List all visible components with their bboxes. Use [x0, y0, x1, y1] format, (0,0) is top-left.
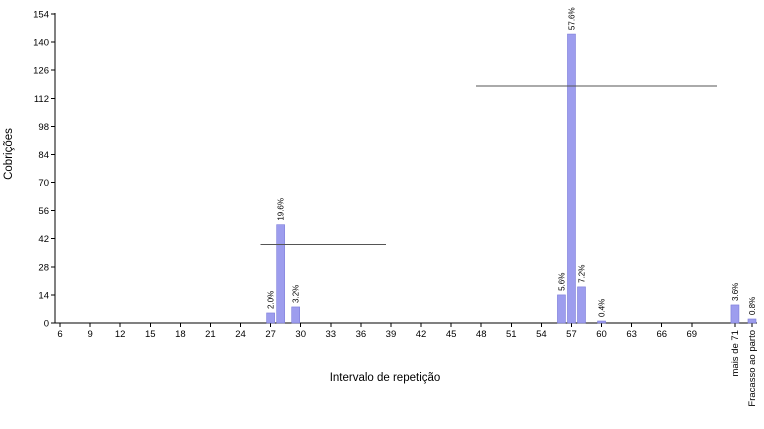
y-tick-label: 14 [38, 290, 49, 301]
x-tick-label: 45 [446, 329, 457, 340]
y-tick-label: 42 [38, 234, 49, 245]
bar [291, 306, 300, 324]
x-tick-label: 18 [175, 329, 186, 340]
x-tick-label: 33 [325, 329, 336, 340]
x-tick-label: 27 [265, 329, 276, 340]
bar-percentage-label: 0.8% [748, 297, 757, 315]
y-tick-label: 0 [44, 319, 49, 330]
y-tick-label: 140 [33, 38, 49, 49]
x-tick-label: 57 [566, 329, 577, 340]
x-tick-label: 12 [115, 329, 126, 340]
x-tick-label: 30 [295, 329, 306, 340]
y-axis-title: Cobrições [3, 128, 15, 180]
bar [266, 312, 275, 324]
x-tick-label: 48 [476, 329, 487, 340]
bar [276, 224, 285, 324]
y-tick-label: 112 [34, 94, 49, 105]
x-tick-label-rotated: mais de 71 [730, 330, 741, 376]
x-tick-label: 39 [386, 329, 397, 340]
x-tick-label: 66 [656, 329, 667, 340]
bars [266, 33, 757, 324]
reference-lines [260, 85, 717, 246]
x-tick-label: 6 [57, 329, 62, 340]
bar-percentage-label: 0.4% [598, 299, 607, 317]
bar [567, 33, 576, 324]
x-tick-label: 51 [506, 329, 517, 340]
bar-percentage-label: 19.6% [277, 198, 286, 221]
bar-percentage-label: 57.6% [567, 7, 576, 30]
x-tick-label: 63 [626, 329, 637, 340]
bar-percentage-label: 5.6% [557, 273, 566, 291]
bar [577, 286, 586, 324]
x-tick-label: 54 [536, 329, 547, 340]
bar [730, 304, 740, 324]
bar [597, 320, 606, 324]
y-tick-label: 126 [33, 66, 49, 77]
bar-percentage-label: 2.0% [267, 291, 276, 309]
x-tick-label: 9 [87, 329, 92, 340]
x-tick-label: 15 [145, 329, 156, 340]
y-tick-label: 28 [38, 262, 49, 273]
bar [747, 318, 757, 324]
y-tick-label: 70 [38, 178, 49, 189]
x-axis-title: Intervalo de repetição [329, 372, 441, 384]
y-tick-label: 154 [33, 10, 49, 21]
y-tick-label: 84 [38, 150, 49, 161]
bar-value-labels: 2.0% 19.6% 3.2% 5.6% 57.6% 7.2% 0.4% 3.6% 0.8% [267, 7, 757, 317]
x-tick-label: 60 [596, 329, 607, 340]
x-tick-label: 36 [356, 329, 367, 340]
y-tick-label: 56 [38, 206, 49, 217]
bar-percentage-label: 7.2% [578, 265, 587, 283]
tick-marks [51, 13, 753, 327]
bar-percentage-label: 3.6% [731, 283, 740, 301]
x-tick-label: 24 [235, 329, 246, 340]
bar-percentage-label: 3.2% [292, 285, 301, 303]
x-tick-label: 21 [205, 329, 216, 340]
bar [557, 294, 566, 324]
x-tick-label-rotated: Fracasso ao parto [747, 330, 758, 407]
y-tick-label: 98 [38, 122, 49, 133]
axes [54, 13, 757, 324]
x-tick-label: 42 [416, 329, 427, 340]
x-tick-label: 69 [687, 329, 698, 340]
